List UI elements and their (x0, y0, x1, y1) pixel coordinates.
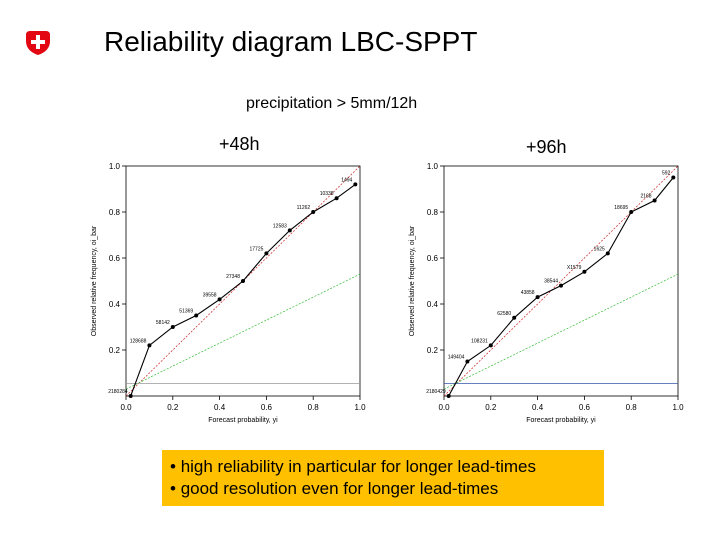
y-tick-label: 0.2 (109, 346, 121, 355)
data-point (147, 343, 152, 348)
x-tick-label: 0.2 (485, 403, 497, 412)
data-label: 18695 (614, 205, 628, 211)
data-point (535, 295, 540, 300)
data-label: 2168 (640, 194, 651, 200)
x-tick-label: 0.8 (626, 403, 638, 412)
data-point (652, 198, 657, 203)
reliability-chart-48h: 0.0 0.2 0.4 0.6 0.8 1.0 0.2 0.4 0.6 0.8 1.0 Forecas… (91, 162, 366, 424)
panel-label-96h: +96h (526, 137, 567, 157)
data-point (446, 394, 451, 398)
y-axis-label: Observed relative frequency, oi_bar (409, 225, 416, 336)
data-label: 2180284 (108, 389, 128, 395)
x-tick-label: 0.0 (438, 403, 450, 412)
data-label: 58142 (156, 320, 170, 326)
no-skill-line (443, 273, 679, 390)
data-point (264, 251, 269, 256)
page-title: Reliability diagram LBC-SPPT (104, 26, 478, 57)
x-tick-label: 1.0 (672, 403, 684, 412)
plot-frame (125, 165, 361, 397)
data-point (582, 269, 587, 274)
data-point (241, 279, 245, 283)
data-point (194, 313, 199, 318)
data-point (671, 175, 676, 180)
data-point (217, 297, 222, 302)
subtitle: precipitation > 5mm/12h (246, 95, 418, 112)
reliability-chart-96h: 0.0 0.2 0.4 0.6 0.8 1.0 0.2 0.4 0.6 0.8 1.0 Forecas… (409, 162, 684, 424)
data-label: 38544 (544, 279, 558, 285)
data-label: 11262 (297, 205, 311, 211)
summary-box: • high reliability in particular for lon… (162, 450, 604, 506)
summary-text-1: high reliability in particular for longe… (180, 457, 536, 476)
y-tick-label: 0.6 (427, 254, 439, 263)
summary-text-2: good resolution even for longer lead-tim… (180, 479, 499, 498)
data-label: 27348 (226, 274, 240, 280)
perfect-reliability-line (125, 165, 361, 397)
data-point (128, 394, 133, 398)
x-tick-label: 0.8 (308, 403, 320, 412)
x-axis-label: Forecast probability, yi (526, 417, 596, 424)
x-tick-label: 0.6 (579, 403, 591, 412)
data-label: 108231 (471, 338, 488, 344)
x-tick-label: 0.6 (261, 403, 273, 412)
data-point (629, 210, 634, 214)
data-label: 1625 (594, 246, 605, 252)
y-tick-label: 0.8 (427, 208, 439, 217)
y-tick-label: 0.6 (109, 254, 121, 263)
data-label: 2180429 (426, 389, 446, 395)
data-point (512, 315, 517, 320)
bullet: • (170, 457, 176, 476)
data-label: 149404 (448, 355, 465, 361)
summary-line-1: • high reliability in particular for lon… (170, 457, 536, 477)
y-axis-label: Observed relative frequency, oi_bar (91, 225, 98, 336)
summary-line-2: • good resolution even for longer lead-t… (170, 479, 498, 499)
x-axis-label: Forecast probability, yi (208, 417, 278, 424)
data-point (465, 359, 470, 364)
data-point (559, 283, 563, 288)
data-point (488, 343, 493, 348)
swiss-cross-icon (26, 31, 50, 55)
data-label: 51369 (179, 309, 193, 315)
x-tick-label: 0.4 (532, 403, 544, 412)
data-point (605, 251, 610, 256)
data-label: 43858 (521, 290, 535, 296)
data-label: 39558 (203, 292, 217, 298)
data-label: 12583 (273, 223, 287, 229)
x-tick-label: 0.4 (214, 403, 226, 412)
reliability-line (130, 183, 356, 397)
data-label: 128688 (130, 338, 147, 344)
y-tick-label: 0.8 (109, 208, 121, 217)
x-tick-label: 1.0 (354, 403, 366, 412)
y-tick-label: 0.2 (427, 346, 439, 355)
data-point (287, 228, 292, 233)
data-label: 10338 (320, 191, 334, 197)
no-skill-line (125, 273, 361, 390)
data-label: 1494 (341, 177, 352, 183)
y-tick-label: 0.4 (427, 300, 439, 309)
panel-label-48h: +48h (219, 134, 260, 154)
data-point (311, 210, 316, 214)
data-label: X1579 (567, 265, 582, 271)
perfect-reliability-line (443, 165, 679, 397)
data-point (170, 325, 175, 329)
x-tick-label: 0.0 (120, 403, 132, 412)
y-tick-label: 0.4 (109, 300, 121, 309)
data-point (334, 196, 339, 201)
data-point (353, 182, 358, 187)
data-label: 592 (662, 171, 671, 177)
plot-frame (443, 165, 679, 397)
bullet: • (170, 479, 176, 498)
x-tick-label: 0.2 (167, 403, 179, 412)
data-label: 62580 (497, 311, 511, 317)
data-label: 17725 (249, 246, 263, 252)
y-tick-label: 1.0 (427, 162, 439, 171)
y-tick-label: 1.0 (109, 162, 121, 171)
